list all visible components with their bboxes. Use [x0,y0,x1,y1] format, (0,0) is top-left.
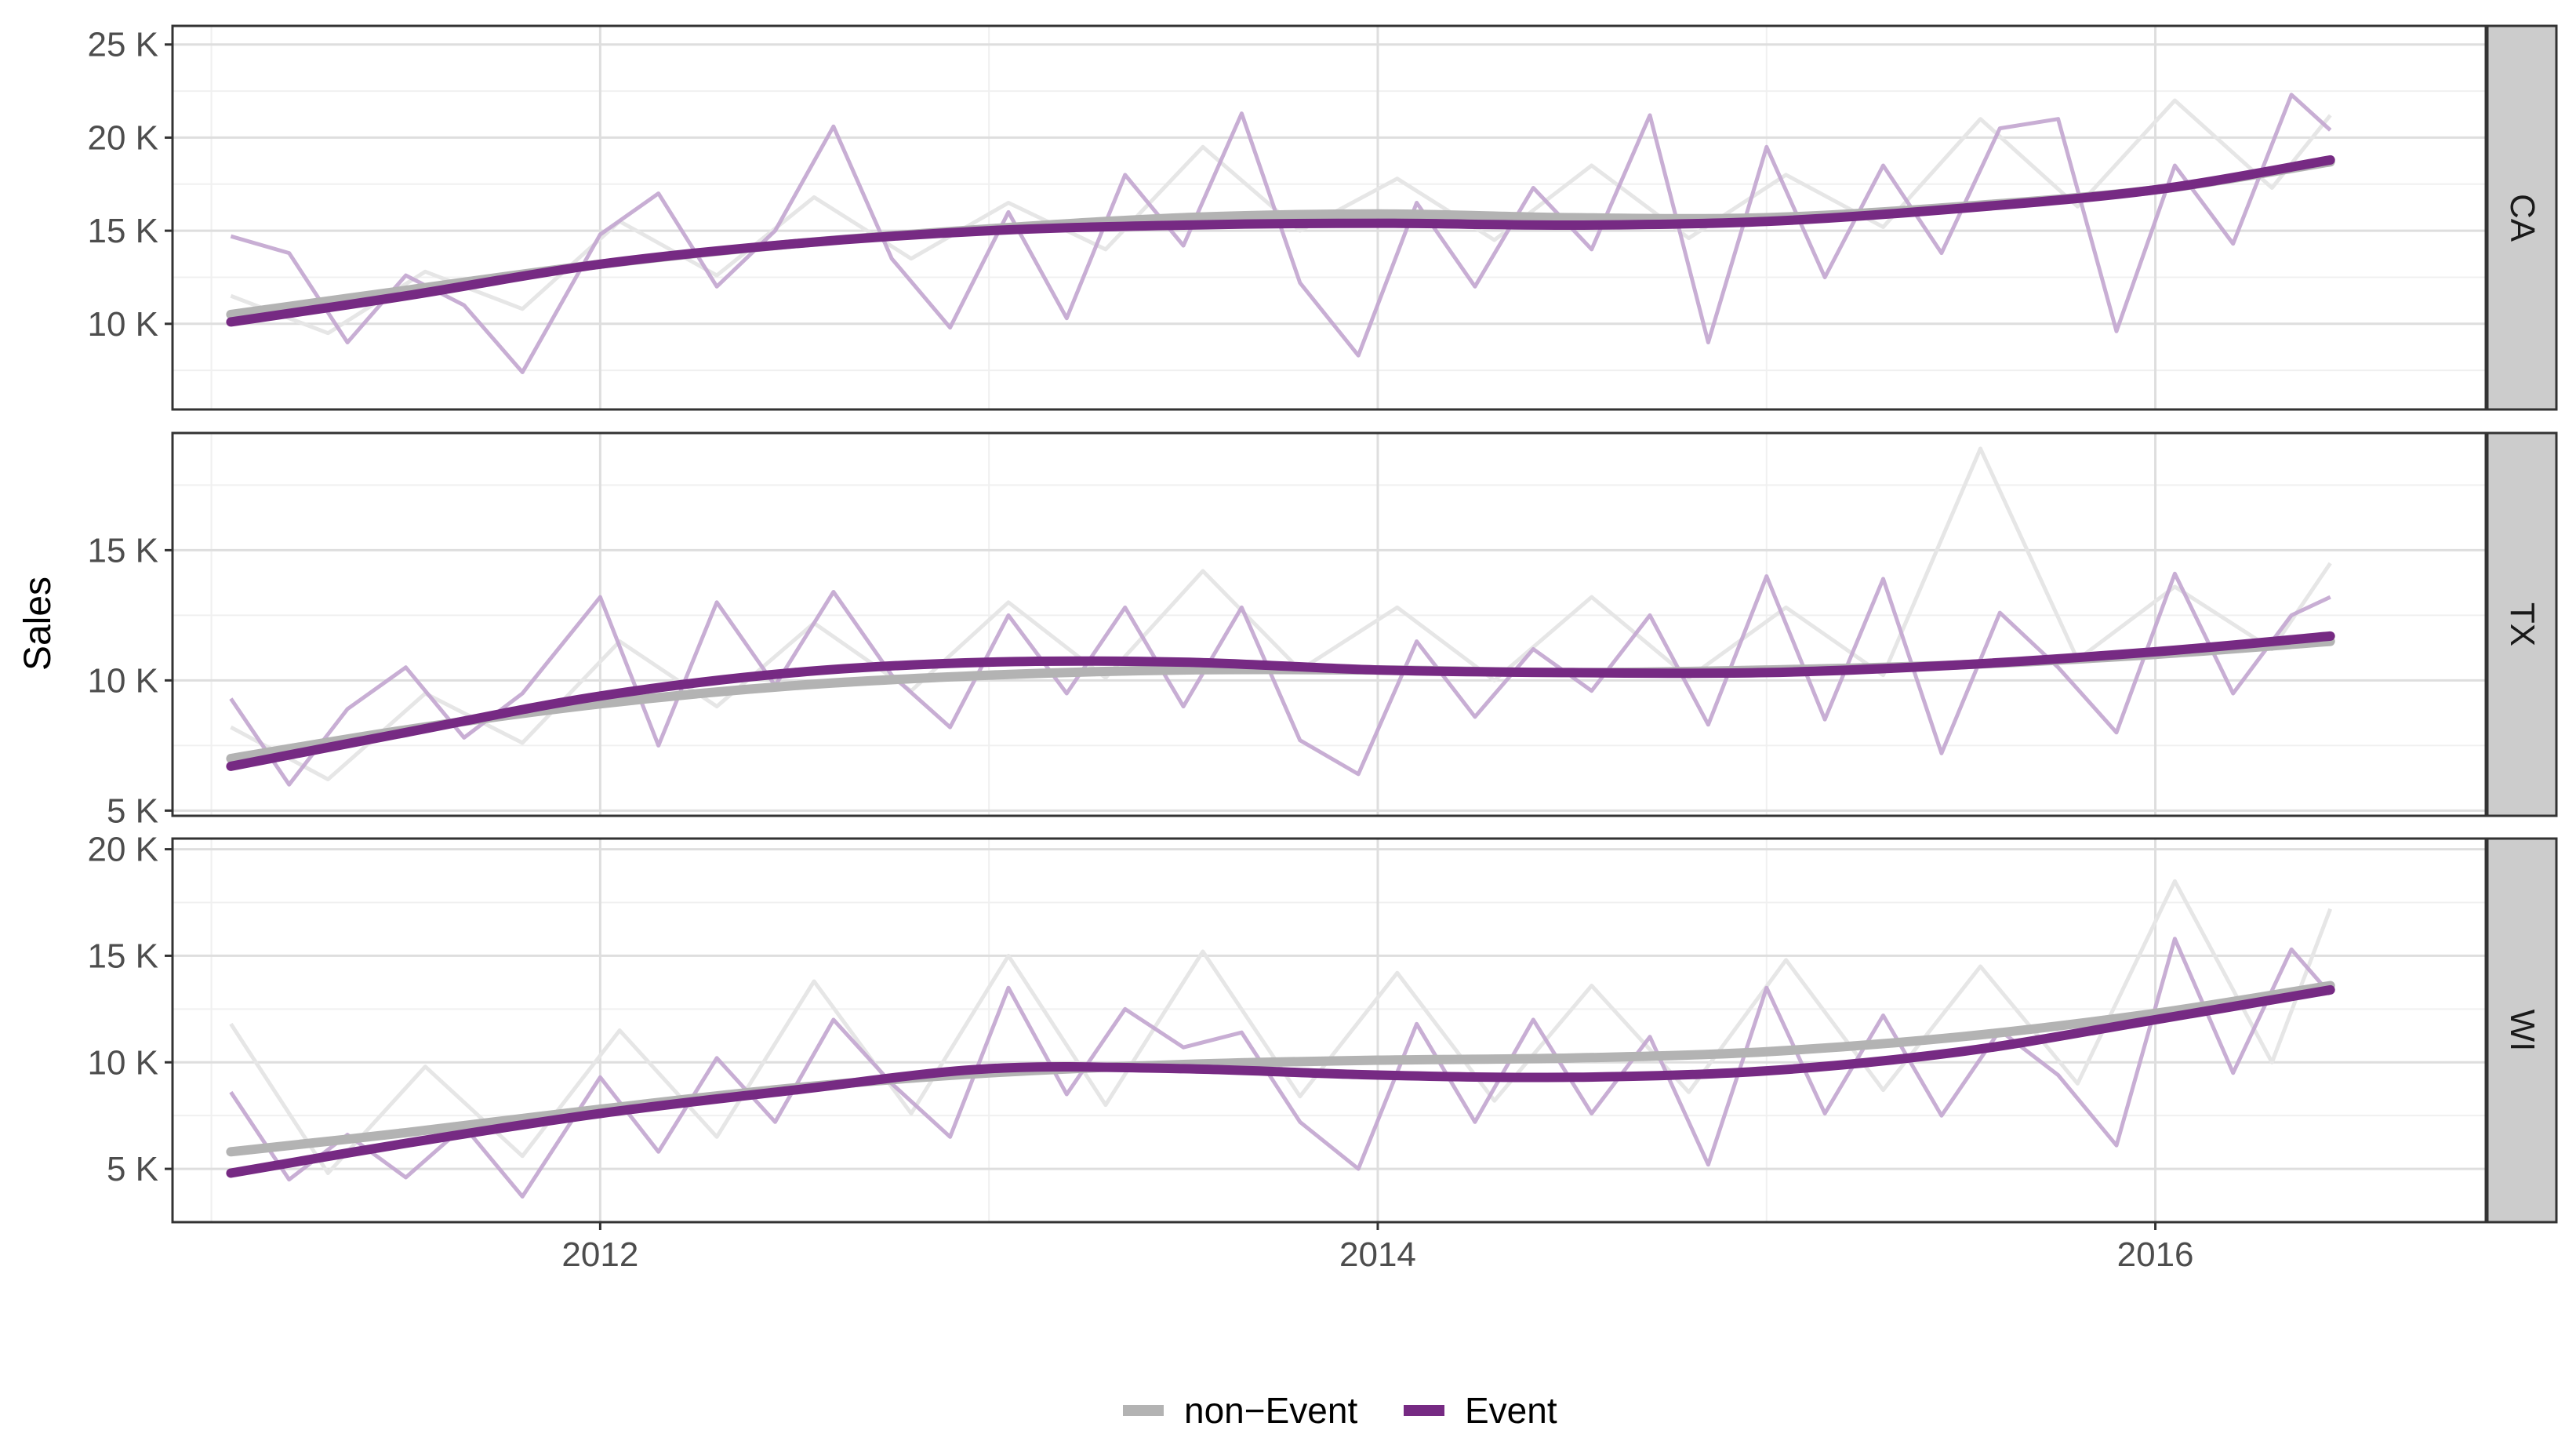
series-event-trend [226,631,2335,771]
strip-label-wi: WI [2503,1010,2541,1052]
y-tick-label: 20 K [87,831,158,869]
panel-border [171,837,2487,1224]
strip-background [2486,837,2558,1224]
series-event-trend [226,155,2335,327]
panel-border [171,24,2487,411]
legend-label-non-event: non−Event [1184,1390,1357,1431]
y-tick-label: 5 K [107,791,158,830]
x-tick-label: 2012 [561,1235,638,1274]
panel-background [173,433,2486,816]
y-tick-label: 10 K [87,305,158,344]
y-tick-label: 15 K [87,212,158,250]
x-axis: 2012 2014 2016 [561,1222,2194,1274]
strip-label-ca: CA [2503,194,2541,242]
y-tick-label: 10 K [87,661,158,700]
panel-ca: 10 K 15 K 20 K 25 K CA [87,24,2558,411]
series-event-raw [230,93,2332,374]
strip-background [2486,431,2558,817]
series-non-event-raw [230,98,2332,336]
y-tick-label: 10 K [87,1043,158,1082]
panel-border [171,431,2487,817]
y-tick-label: 15 K [87,937,158,975]
y-tick-label: 15 K [87,531,158,569]
panel-background [173,839,2486,1222]
y-tick-label: 5 K [107,1150,158,1188]
strip-label-tx: TX [2503,602,2541,646]
strip-background [2486,24,2558,411]
series-event-trend [226,984,2335,1178]
series-event-raw [229,571,2331,787]
plot-layer: 10 K 15 K 20 K 25 K CA 5 K 10 K 15 K TX 5 K 10 K 15… [87,24,2558,1274]
x-tick-label: 2014 [1339,1235,1416,1274]
x-tick-label: 2016 [2117,1235,2194,1274]
y-tick-label: 25 K [87,26,158,64]
legend-label-event: Event [1465,1390,1557,1431]
legend: non−Event Event [1123,1390,1557,1431]
series-non-event-raw [229,879,2333,1175]
y-axis-title: Sales [17,577,59,671]
y-tick-label: 20 K [87,118,158,157]
panel-tx: 5 K 10 K 15 K TX [87,431,2558,830]
panel-wi: 5 K 10 K 15 K 20 K WI [87,831,2558,1224]
